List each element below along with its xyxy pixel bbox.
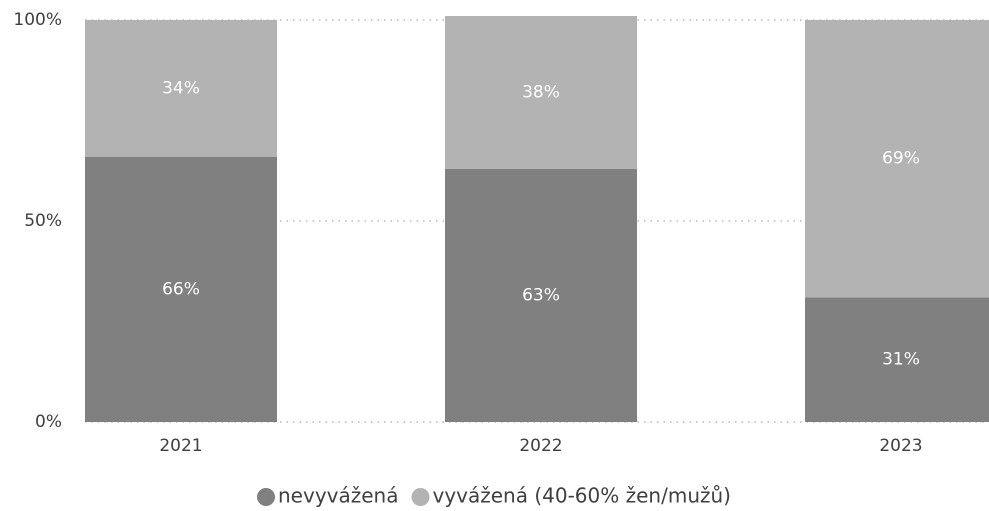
x-tick-label: 2023 [879,436,922,456]
legend-marker [257,488,276,506]
data-label: 66% [162,279,200,299]
bar-segment [85,20,277,157]
legend-label: nevyvážená [278,484,398,508]
y-tick-label: 100% [13,10,62,30]
bar-segment [85,156,277,422]
bar-segment [445,15,637,169]
data-label: 38% [522,82,560,102]
legend-marker [411,488,430,506]
bar-segment [805,297,989,422]
bar-segment [445,168,637,422]
legend-label: vyvážená (40-60% žen/mužů) [432,484,731,508]
data-label: 63% [522,285,560,305]
x-tick-label: 2022 [519,436,562,456]
y-tick-label: 0% [35,412,62,432]
data-label: 69% [882,149,920,169]
data-label: 34% [162,78,200,98]
bar-segment [805,20,989,298]
y-tick-label: 50% [24,211,62,231]
data-label: 31% [882,350,920,370]
x-tick-label: 2021 [159,436,202,456]
